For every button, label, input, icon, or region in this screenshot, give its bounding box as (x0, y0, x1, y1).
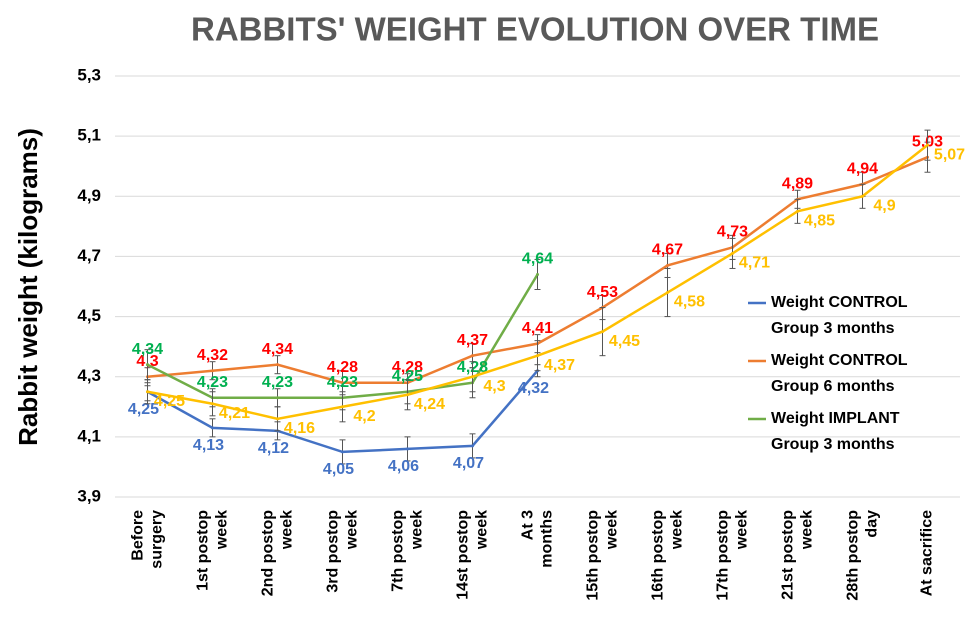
data-label: 4,45 (609, 333, 640, 350)
y-tick-label: 4,5 (77, 306, 101, 325)
data-label: 4,85 (804, 213, 835, 230)
x-tick-label: 28th postop day (845, 510, 881, 601)
x-tick-label: 14st postop week (455, 510, 491, 600)
data-label: 4,24 (414, 396, 445, 413)
data-label: 4,67 (652, 242, 683, 259)
data-label: 4,28 (327, 359, 358, 376)
y-tick-label: 4,7 (77, 246, 101, 265)
point (341, 405, 344, 409)
data-label: 4,23 (197, 374, 228, 391)
data-label: 4,07 (453, 455, 484, 472)
point (406, 393, 409, 397)
data-label: 4,12 (258, 440, 289, 457)
point (211, 426, 214, 430)
data-label: 4,28 (392, 359, 423, 376)
point (796, 209, 799, 213)
data-label: 4,89 (782, 176, 813, 193)
point (731, 251, 734, 255)
point (211, 402, 214, 406)
point (211, 369, 214, 373)
legend-label: Weight CONTROL Group 6 months (771, 352, 908, 395)
y-tick-label: 4,1 (77, 426, 101, 445)
x-tick-label: 7th postop week (390, 510, 426, 592)
point (471, 375, 474, 379)
point (861, 194, 864, 198)
data-label: 4,58 (674, 294, 705, 311)
data-label: 4,23 (327, 374, 358, 391)
point (341, 381, 344, 385)
point (666, 291, 669, 295)
point (276, 396, 279, 400)
x-tick-label: 16th postop week (650, 510, 686, 601)
data-label: 4,34 (262, 341, 293, 358)
data-label: 4,32 (197, 347, 228, 364)
point (276, 417, 279, 421)
x-tick-label: 15th postop week (585, 510, 621, 601)
data-label: 4,41 (522, 320, 553, 337)
data-label: 4,71 (739, 255, 770, 272)
data-label: 4,16 (284, 420, 315, 437)
x-tick-label: At sacrifice (919, 510, 936, 596)
point (471, 354, 474, 358)
y-tick-label: 4,3 (77, 366, 101, 385)
point (926, 143, 929, 147)
data-label: 4,06 (388, 458, 419, 475)
point (536, 354, 539, 358)
data-label: 4,25 (392, 368, 423, 385)
data-label: 4,21 (219, 405, 250, 422)
y-tick-label: 3,9 (77, 486, 101, 505)
x-tick-label: At 3 months (520, 510, 556, 568)
point (341, 450, 344, 454)
x-tick-label: 21st postop week (780, 510, 816, 600)
data-label: 4,94 (847, 160, 878, 177)
data-label: 4,37 (544, 357, 575, 374)
x-tick-label: 17th postop week (715, 510, 751, 601)
data-label: 4,05 (323, 461, 354, 478)
data-label: 4,34 (132, 341, 163, 358)
data-label: 4,13 (193, 437, 224, 454)
point (146, 363, 149, 367)
data-label: 4,32 (518, 380, 549, 397)
legend-label: Weight IMPLANT Group 3 months (771, 410, 900, 453)
y-tick-label: 5,3 (77, 65, 101, 84)
data-label: 5,07 (934, 146, 965, 163)
y-tick-label: 4,9 (77, 186, 101, 205)
chart-title: RABBITS' WEIGHT EVOLUTION OVER TIME (191, 11, 879, 48)
point (536, 272, 539, 276)
data-label: 4,3 (483, 378, 505, 395)
point (666, 263, 669, 267)
data-label: 4,25 (128, 401, 159, 418)
x-tick-label: 2nd postop week (260, 510, 296, 596)
x-tick-label: 3rd postop week (325, 510, 361, 593)
data-label: 4,37 (457, 332, 488, 349)
point (601, 330, 604, 334)
data-label: 4,64 (522, 251, 553, 268)
data-label: 4,2 (353, 408, 375, 425)
point (471, 444, 474, 448)
x-tick-label: Before surgery (130, 510, 166, 569)
data-label: 4,23 (262, 374, 293, 391)
data-label: 4,53 (587, 284, 618, 301)
data-label: 4,9 (873, 198, 895, 215)
legend-label: Weight CONTROL Group 3 months (771, 294, 908, 337)
point (276, 363, 279, 367)
data-label: 4,73 (717, 224, 748, 241)
data-label: 4,25 (154, 393, 185, 410)
point (146, 390, 149, 394)
y-axis-label: Rabbit weight (kilograms) (13, 128, 43, 446)
point (406, 447, 409, 451)
y-tick-label: 5,1 (77, 126, 101, 145)
x-tick-label: 1st postop week (195, 510, 231, 591)
